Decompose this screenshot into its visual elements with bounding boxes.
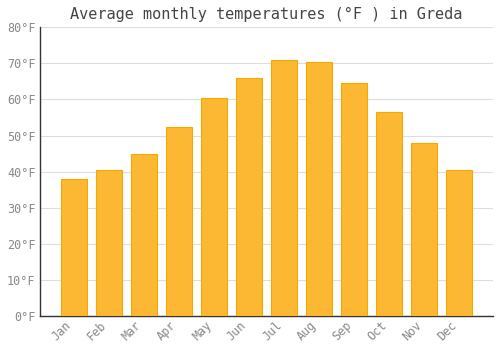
Bar — [236, 78, 262, 316]
Bar — [131, 154, 157, 316]
Bar — [166, 127, 192, 316]
Bar — [341, 83, 367, 316]
Bar — [201, 98, 228, 316]
Bar — [96, 170, 122, 316]
Bar — [61, 179, 87, 316]
Bar — [376, 112, 402, 316]
Title: Average monthly temperatures (°F ) in Greda: Average monthly temperatures (°F ) in Gr… — [70, 7, 463, 22]
Bar — [446, 170, 472, 316]
Bar — [306, 62, 332, 316]
Bar — [411, 143, 438, 316]
Bar — [271, 60, 297, 316]
